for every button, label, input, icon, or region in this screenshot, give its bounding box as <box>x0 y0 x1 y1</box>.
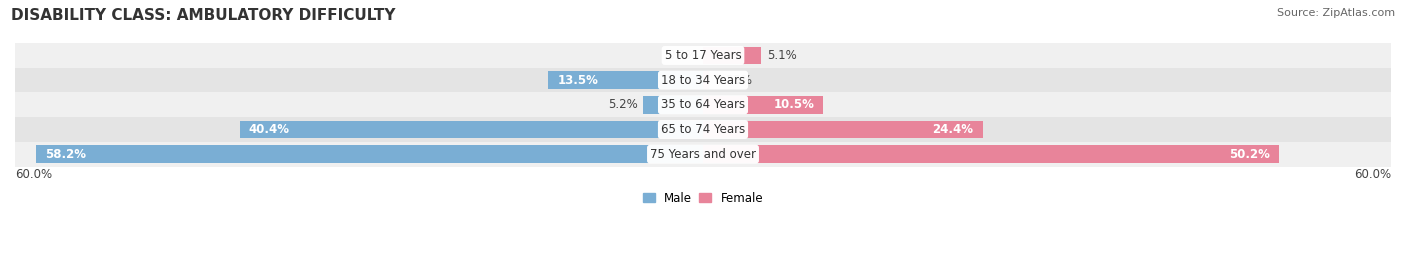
Text: DISABILITY CLASS: AMBULATORY DIFFICULTY: DISABILITY CLASS: AMBULATORY DIFFICULTY <box>11 8 395 23</box>
Bar <box>703 121 983 138</box>
Bar <box>703 71 709 89</box>
Text: 0.55%: 0.55% <box>716 74 752 87</box>
Text: 50.2%: 50.2% <box>1229 148 1270 161</box>
Bar <box>703 96 824 114</box>
Text: 60.0%: 60.0% <box>15 168 52 181</box>
Bar <box>548 71 703 89</box>
Text: 65 to 74 Years: 65 to 74 Years <box>661 123 745 136</box>
Bar <box>240 121 703 138</box>
Bar <box>703 145 1278 163</box>
Text: 5.1%: 5.1% <box>768 49 797 62</box>
Text: Source: ZipAtlas.com: Source: ZipAtlas.com <box>1277 8 1395 18</box>
Bar <box>15 93 1391 117</box>
Text: 5 to 17 Years: 5 to 17 Years <box>665 49 741 62</box>
Text: 13.5%: 13.5% <box>557 74 598 87</box>
Bar <box>644 96 703 114</box>
Text: 24.4%: 24.4% <box>932 123 973 136</box>
Text: 5.2%: 5.2% <box>607 98 638 111</box>
Text: 75 Years and over: 75 Years and over <box>650 148 756 161</box>
Bar <box>15 68 1391 93</box>
Text: 10.5%: 10.5% <box>773 98 814 111</box>
Bar <box>15 117 1391 142</box>
Text: 35 to 64 Years: 35 to 64 Years <box>661 98 745 111</box>
Text: 0.0%: 0.0% <box>668 49 697 62</box>
Legend: Male, Female: Male, Female <box>638 187 768 210</box>
Bar <box>15 142 1391 167</box>
Text: 18 to 34 Years: 18 to 34 Years <box>661 74 745 87</box>
Text: 58.2%: 58.2% <box>45 148 86 161</box>
Bar <box>15 43 1391 68</box>
Text: 40.4%: 40.4% <box>249 123 290 136</box>
Text: 60.0%: 60.0% <box>1354 168 1391 181</box>
Bar <box>703 47 762 64</box>
Bar <box>35 145 703 163</box>
